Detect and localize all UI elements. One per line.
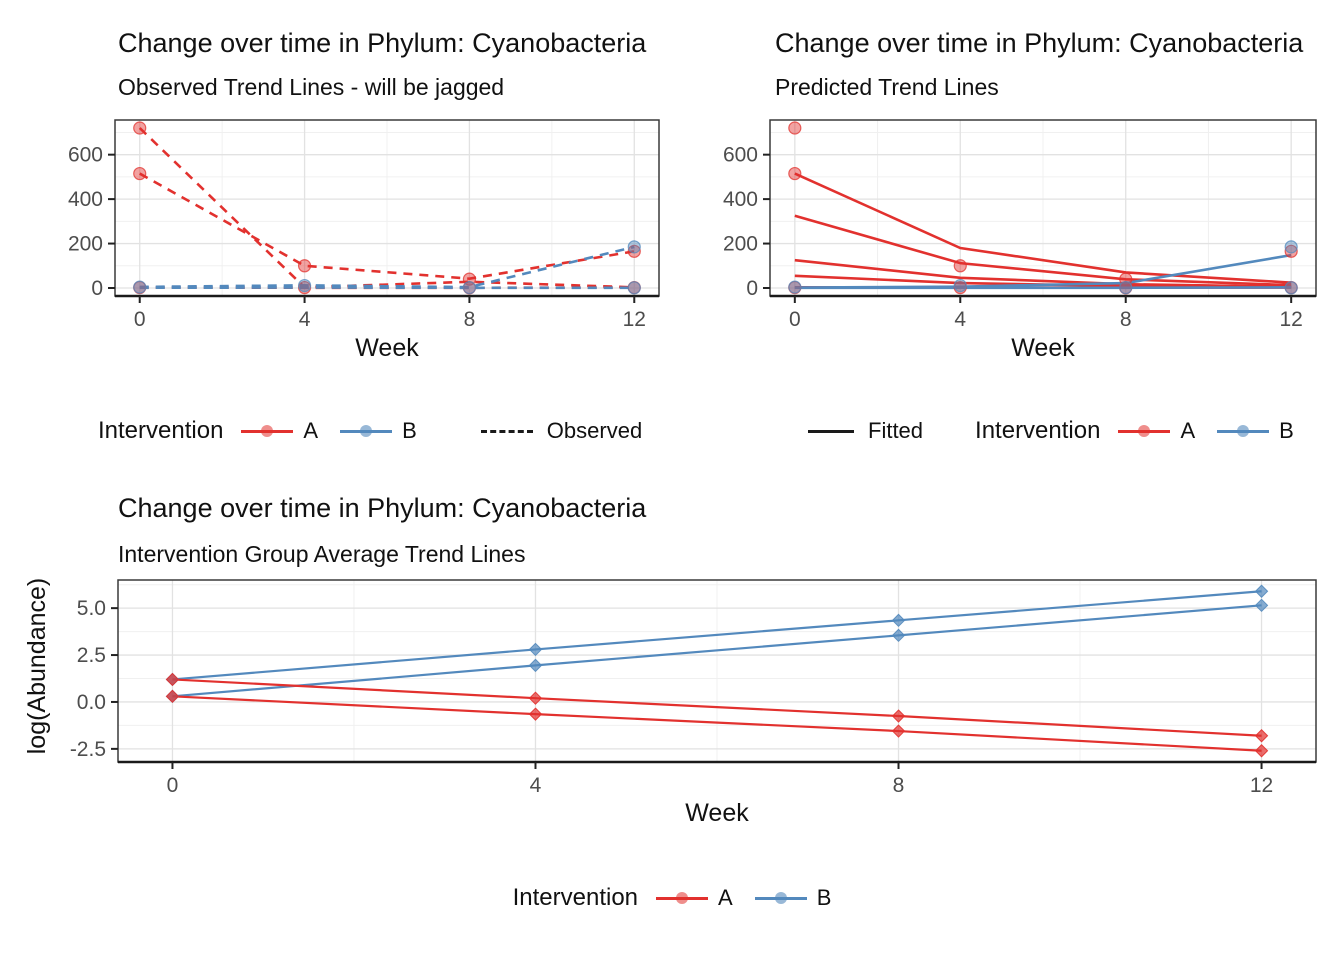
svg-text:-2.5: -2.5 — [70, 738, 106, 761]
average-legend-title: Intervention — [512, 884, 639, 911]
legend-key-b — [340, 423, 393, 439]
fitted-chart: 0 4 8 12 0 200 400 600 — [723, 119, 1317, 331]
svg-text:8: 8 — [1120, 308, 1132, 331]
legend-key-b-dot — [1237, 425, 1250, 437]
svg-text:12: 12 — [1250, 774, 1273, 797]
svg-text:0: 0 — [789, 308, 801, 331]
svg-text:0: 0 — [91, 277, 103, 300]
observed-legend-title: Intervention — [98, 417, 224, 444]
fitted-chart-subtitle: Predicted Trend Lines — [775, 74, 999, 100]
legend-key-b — [754, 890, 807, 906]
observed-x-axis-title: Week — [355, 334, 419, 362]
svg-text:2.5: 2.5 — [77, 644, 106, 667]
fitted-x-axis-title: Week — [1011, 334, 1075, 362]
legend-key-a — [1118, 423, 1171, 439]
svg-text:4: 4 — [299, 308, 311, 331]
svg-text:200: 200 — [68, 233, 103, 256]
svg-text:8: 8 — [464, 308, 476, 331]
svg-text:600: 600 — [68, 144, 103, 167]
legend-label-b: B — [402, 418, 417, 443]
observed-chart-subtitle: Observed Trend Lines - will be jagged — [118, 74, 505, 100]
svg-text:0: 0 — [746, 277, 758, 300]
legend-key-observed-dashed-line — [480, 429, 533, 433]
svg-text:600: 600 — [723, 144, 758, 167]
svg-text:8: 8 — [893, 774, 905, 797]
average-chart-title: Change over time in Phylum: Cyanobacteri… — [118, 493, 647, 523]
legend-key-b-dot — [774, 892, 787, 904]
average-chart-subtitle: Intervention Group Average Trend Lines — [118, 541, 526, 567]
legend-label-b: B — [1279, 418, 1294, 443]
svg-text:400: 400 — [68, 188, 103, 211]
legend-key-b — [1217, 423, 1270, 439]
observed-chart: 0 4 8 12 0 200 400 600 — [68, 119, 660, 331]
svg-text:12: 12 — [1280, 308, 1303, 331]
svg-text:0: 0 — [134, 308, 146, 331]
legend-key-a — [241, 423, 294, 439]
legend-key-b-dot — [360, 425, 373, 437]
svg-text:0.0: 0.0 — [77, 691, 106, 714]
observed-chart-title: Change over time in Phylum: Cyanobacteri… — [118, 28, 647, 58]
average-chart: 0 4 8 12 -2.5 0.0 2.5 5.0 — [70, 579, 1317, 797]
svg-text:5.0: 5.0 — [77, 597, 106, 620]
legend-key-a-dot — [261, 425, 274, 437]
svg-text:200: 200 — [723, 233, 758, 256]
svg-text:0: 0 — [167, 774, 179, 797]
average-legend: Intervention A B — [0, 875, 1344, 921]
legend-label-observed: Observed — [546, 418, 643, 443]
fitted-chart-title: Change over time in Phylum: Cyanobacteri… — [775, 28, 1304, 58]
average-x-axis-title: Week — [685, 799, 749, 827]
legend-key-a-dot — [1138, 425, 1151, 437]
svg-text:12: 12 — [623, 308, 646, 331]
legend-label-a: A — [303, 418, 319, 443]
legend-label-a: A — [1180, 418, 1196, 443]
fitted-legend-title: Intervention — [975, 417, 1101, 444]
legend-key-a-dot — [676, 892, 689, 904]
legend-label-fitted: Fitted — [868, 418, 924, 443]
legend-label-b: B — [816, 885, 832, 910]
legend-key-a — [656, 890, 709, 906]
svg-text:4: 4 — [530, 774, 542, 797]
legend-label-a: A — [718, 885, 733, 910]
legend-key-fitted-solid-line — [808, 429, 854, 433]
svg-text:4: 4 — [954, 308, 966, 331]
observed-legend: Intervention A B Observed — [98, 408, 674, 454]
svg-text:400: 400 — [723, 188, 758, 211]
fitted-legend: Fitted Intervention A B — [808, 408, 1344, 454]
